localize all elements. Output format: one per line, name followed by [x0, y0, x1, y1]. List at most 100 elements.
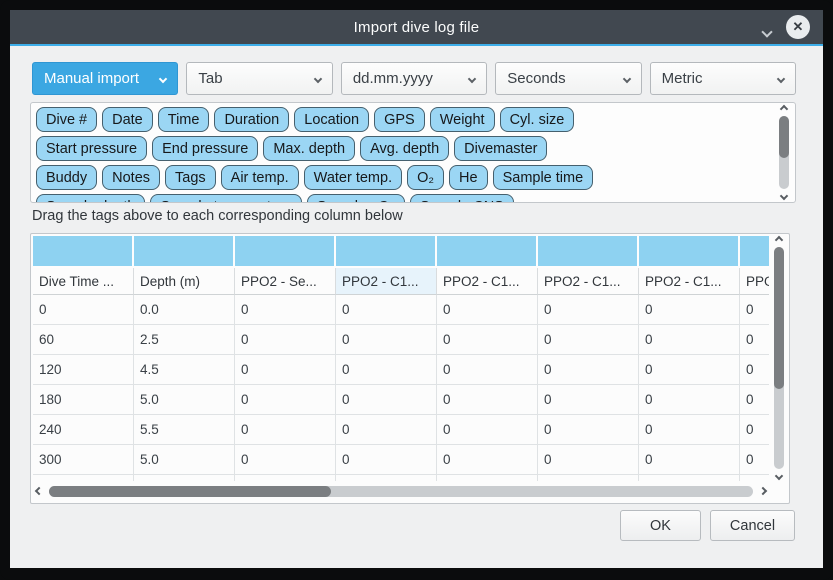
table-vertical-scrollbar[interactable]	[770, 235, 787, 481]
scrollbar-thumb[interactable]	[778, 116, 789, 159]
table-cell: 0	[336, 325, 437, 355]
tag[interactable]: End pressure	[152, 136, 259, 161]
table-cell: 0	[740, 355, 769, 385]
drop-target-cell[interactable]	[336, 236, 437, 266]
table-cell: 0	[639, 415, 740, 445]
table-cell: 0	[235, 355, 336, 385]
table-cell: 60	[33, 325, 134, 355]
tag-row: Buddy Notes Tags Air temp. Water temp. O₂ He Sa…	[36, 165, 771, 190]
combo-dd-mm-yyyy[interactable]: dd.mm.yyyy	[340, 62, 488, 95]
table-cell: 0.0	[134, 295, 235, 325]
drag-instruction-label: Drag the tags above to each correspondin…	[32, 208, 403, 224]
drop-target-cell[interactable]	[134, 236, 235, 266]
scroll-down-icon[interactable]	[774, 471, 783, 481]
table-cell: 0	[740, 445, 769, 475]
tag[interactable]: Weight	[429, 107, 495, 132]
tag[interactable]: Sample CNS	[410, 194, 514, 202]
ok-button-label: OK	[650, 517, 671, 534]
tag[interactable]: Max. depth	[263, 136, 356, 161]
table-cell: 0	[538, 385, 639, 415]
table-cell: 5.5	[134, 415, 235, 445]
drop-target-cell[interactable]	[235, 236, 336, 266]
tag[interactable]: Dive #	[36, 107, 98, 132]
scrollbar-track[interactable]	[773, 247, 784, 469]
scroll-left-icon[interactable]	[34, 486, 44, 496]
tag[interactable]: Buddy	[36, 165, 98, 190]
scrollbar-thumb[interactable]	[773, 247, 784, 390]
column-header: PPO2 - C1...	[437, 268, 538, 295]
drop-target-cell[interactable]	[437, 236, 538, 266]
table-cell: 0	[235, 445, 336, 475]
combo-seconds[interactable]: Seconds	[495, 62, 642, 95]
tag[interactable]: Start pressure	[36, 136, 148, 161]
table-grid: Dive Time ... Depth (m) PPO2 - Se... PPO2 -…	[33, 236, 769, 481]
ok-button[interactable]: OK	[620, 510, 701, 541]
scroll-down-icon[interactable]	[779, 191, 788, 201]
table-cell: 0	[639, 355, 740, 385]
tag[interactable]: Cyl. size	[499, 107, 575, 132]
tag[interactable]: Notes	[102, 165, 161, 190]
combo-tab[interactable]: Tab	[186, 62, 333, 95]
table-cell: 0	[740, 415, 769, 445]
table-cell: 0	[437, 295, 538, 325]
window-menu-button[interactable]	[761, 23, 773, 41]
table-horizontal-scrollbar[interactable]	[34, 482, 768, 500]
column-header-row: Dive Time ... Depth (m) PPO2 - Se... PPO2 -…	[33, 268, 769, 295]
tag[interactable]: Date	[102, 107, 153, 132]
combo-label: Metric	[661, 70, 703, 87]
drop-target-cell[interactable]	[538, 236, 639, 266]
tag[interactable]: Duration	[214, 107, 290, 132]
table-row: 300 5.0 0 0 0 0 0 0	[33, 445, 769, 475]
tag[interactable]: GPS	[374, 107, 425, 132]
table-cell: 300	[33, 445, 134, 475]
table-cell: 240	[33, 415, 134, 445]
table-cell	[134, 475, 235, 481]
tag[interactable]: Divemaster	[454, 136, 548, 161]
drop-target-cell[interactable]	[740, 236, 769, 266]
combo-label: Seconds	[507, 70, 566, 87]
titlebar: Import dive log file ✕	[10, 10, 823, 44]
tag[interactable]: Sample temperature	[150, 194, 302, 202]
tag[interactable]: Location	[294, 107, 370, 132]
table-cell	[538, 475, 639, 481]
table-cell: 0	[336, 355, 437, 385]
scroll-right-icon[interactable]	[758, 486, 768, 496]
scrollbar-track[interactable]	[49, 485, 753, 497]
close-button[interactable]: ✕	[786, 15, 810, 39]
combo-label: Manual import	[44, 70, 140, 87]
close-icon: ✕	[792, 19, 804, 34]
scroll-up-icon[interactable]	[774, 235, 783, 245]
table-row: 120 4.5 0 0 0 0 0 0	[33, 355, 769, 385]
combo-row: Manual import Tab dd.mm.yyyy Seconds Metric	[32, 62, 797, 95]
preview-table: Dive Time ... Depth (m) PPO2 - Se... PPO2 -…	[30, 233, 790, 504]
drop-target-cell[interactable]	[33, 236, 134, 266]
combo-metric[interactable]: Metric	[649, 62, 797, 95]
scroll-up-icon[interactable]	[779, 104, 788, 114]
tag[interactable]: Water temp.	[303, 165, 403, 190]
tag[interactable]: Sample depth	[36, 194, 146, 202]
table-row: 60 2.5 0 0 0 0 0 0	[33, 325, 769, 355]
table-cell: 4.5	[134, 355, 235, 385]
scrollbar-track[interactable]	[778, 116, 789, 189]
tag[interactable]: O₂	[407, 165, 445, 190]
scrollbar-thumb[interactable]	[49, 485, 331, 497]
column-header: Depth (m)	[134, 268, 235, 295]
window-title: Import dive log file	[353, 18, 480, 36]
tag[interactable]: Tags	[165, 165, 216, 190]
table-cell: 0	[538, 355, 639, 385]
column-header: PPO2	[740, 268, 769, 295]
drop-target-cell[interactable]	[639, 236, 740, 266]
table-cell: 0	[639, 325, 740, 355]
tag-rows: Dive # Date Time Duration Location GPS Weight C…	[36, 107, 771, 202]
column-header: PPO2 - Se...	[235, 268, 336, 295]
table-cell: 0	[437, 355, 538, 385]
tag[interactable]: Sample time	[492, 165, 594, 190]
tag-pool-scrollbar[interactable]	[775, 104, 792, 201]
cancel-button[interactable]: Cancel	[710, 510, 795, 541]
tag[interactable]: Time	[157, 107, 210, 132]
tag[interactable]: Avg. depth	[360, 136, 450, 161]
tag[interactable]: Air temp.	[220, 165, 299, 190]
tag[interactable]: Sample pO₂	[306, 194, 406, 202]
combo-manual-import[interactable]: Manual import	[32, 62, 179, 95]
tag[interactable]: He	[449, 165, 488, 190]
